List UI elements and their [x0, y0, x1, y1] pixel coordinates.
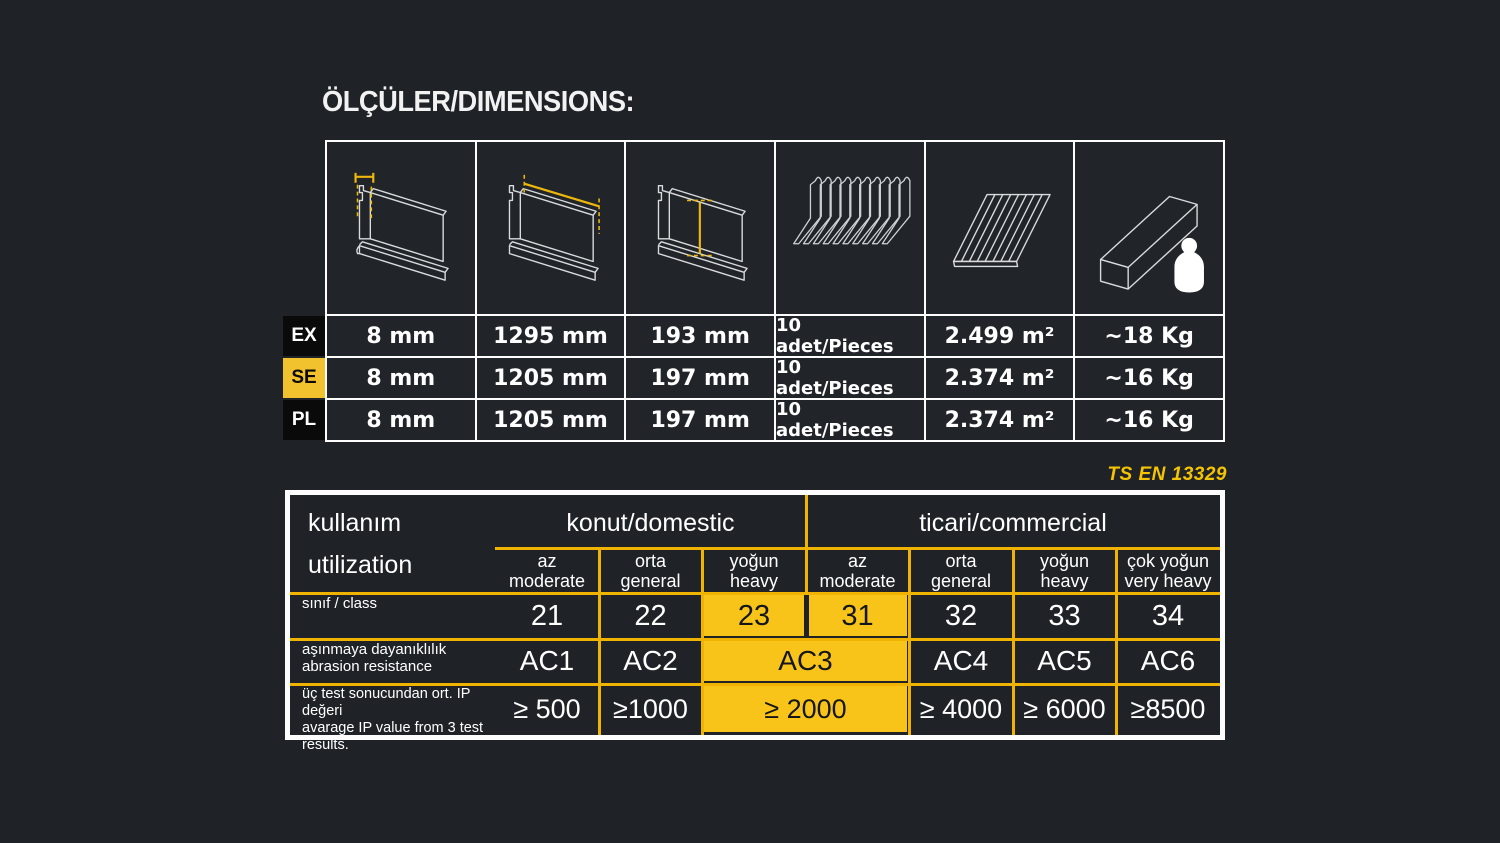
class-32: 32: [944, 599, 978, 632]
cell-ex-length: 1295 mm: [476, 316, 625, 356]
subheader-3: yoğun heavy: [729, 551, 779, 591]
standard-reference: TS EN 13329: [1107, 464, 1227, 485]
page-title: ÖLÇÜLER/DIMENSIONS:: [322, 86, 635, 118]
corner-line2: utilization: [308, 551, 413, 579]
ip-500: ≥ 500: [513, 693, 581, 724]
class-33: 33: [1048, 599, 1081, 632]
class-23: 23: [737, 599, 771, 632]
class-34: 34: [1151, 599, 1185, 632]
row-label-ex: EX: [283, 316, 325, 356]
highlight-cell-31: [809, 595, 907, 636]
col-line-1: [598, 549, 601, 735]
cell-pl-width: 197 mm: [626, 400, 774, 440]
abrasion-ac3: AC3: [778, 645, 833, 676]
cell-pl-pieces: 10 adet/Pieces: [776, 399, 924, 441]
ip-row-label: üç test sonucundan ort. IP değeri avarag…: [302, 686, 484, 753]
abrasion-ac1: AC1: [519, 645, 575, 676]
abrasion-row-label: aşınmaya dayanıklılık abrasion resistanc…: [302, 641, 447, 675]
cell-se-pieces: 10 adet/Pieces: [776, 357, 924, 399]
subheader-4: az moderate: [819, 551, 896, 591]
abrasion-ac6: AC6: [1140, 645, 1196, 676]
ip-6000: ≥ 6000: [1023, 693, 1106, 724]
abrasion-ac4: AC4: [933, 645, 989, 676]
cell-pl-length: 1205 mm: [476, 400, 625, 440]
group-header-commercial: ticari/commercial: [919, 508, 1107, 537]
ip-2000: ≥ 2000: [764, 693, 847, 724]
class-31: 31: [841, 599, 874, 632]
cell-pl-area: 2.374 m²: [925, 400, 1074, 440]
ip-8500: ≥8500: [1130, 693, 1206, 724]
class-row-label: sınıf / class: [302, 595, 378, 612]
ip-1000: ≥1000: [613, 693, 688, 724]
group-divider: [805, 495, 808, 593]
plank-length-icon: [476, 142, 625, 314]
group-header-domestic: konut/domestic: [566, 508, 735, 537]
highlight-cell-23: [704, 595, 804, 636]
col-line-6: [1115, 549, 1118, 735]
row-line-3: [290, 683, 1220, 686]
cell-se-weight: ~16 Kg: [1075, 358, 1223, 398]
cell-ex-thickness: 8 mm: [327, 316, 475, 356]
col-line-4: [908, 549, 911, 735]
row-label-se: SE: [283, 358, 325, 398]
cell-se-thickness: 8 mm: [327, 358, 475, 398]
cell-se-width: 197 mm: [626, 358, 774, 398]
utilization-table: kullanım utilization konut/domestic tica…: [285, 490, 1225, 753]
highlight-cell-ip2000: [704, 686, 907, 732]
subheader-6: yoğun heavy: [1039, 551, 1090, 591]
cell-ex-pieces: 10 adet/Pieces: [776, 315, 924, 357]
weight-glyph: [1174, 237, 1205, 293]
row-label-pl: PL: [283, 400, 325, 440]
plank-thickness-icon: [327, 142, 475, 314]
subheader-1: az moderate: [508, 551, 586, 591]
cell-ex-weight: ~18 Kg: [1075, 316, 1223, 356]
corner-header: kullanım utilization: [308, 495, 412, 593]
dimensions-table: EX SE PL: [283, 140, 1225, 444]
ip-4000: ≥ 4000: [919, 693, 1003, 724]
cell-pl-thickness: 8 mm: [327, 400, 475, 440]
pieces-stack-icon: [776, 142, 924, 314]
subheader-5: orta general: [930, 551, 992, 591]
cell-ex-width: 193 mm: [626, 316, 774, 356]
cell-se-length: 1205 mm: [476, 358, 625, 398]
subheader-2: orta general: [620, 551, 681, 591]
row-line-2: [290, 638, 1220, 641]
plank-width-icon: [626, 142, 774, 314]
class-21: 21: [530, 599, 564, 632]
package-weight-icon: [1075, 142, 1223, 314]
dimensions-grid: 8 mm 1295 mm 193 mm 10 adet/Pieces 2.499…: [325, 140, 1225, 442]
group-divider-dark: [805, 595, 808, 636]
abrasion-ac2: AC2: [623, 645, 678, 676]
highlight-cell-ac3: [704, 641, 907, 681]
cell-se-area: 2.374 m²: [925, 358, 1074, 398]
class-22: 22: [634, 599, 667, 632]
cell-ex-area: 2.499 m²: [925, 316, 1074, 356]
abrasion-ac5: AC5: [1037, 645, 1092, 676]
subheader-7: çok yoğun very heavy: [1124, 551, 1212, 591]
col-line-2: [701, 549, 704, 735]
header-underline: [495, 547, 1220, 550]
cell-pl-weight: ~16 Kg: [1075, 400, 1223, 440]
col-line-5: [1012, 549, 1015, 735]
corner-line1: kullanım: [308, 509, 402, 537]
row-line-1: [290, 592, 1220, 595]
coverage-area-icon: [925, 142, 1074, 314]
